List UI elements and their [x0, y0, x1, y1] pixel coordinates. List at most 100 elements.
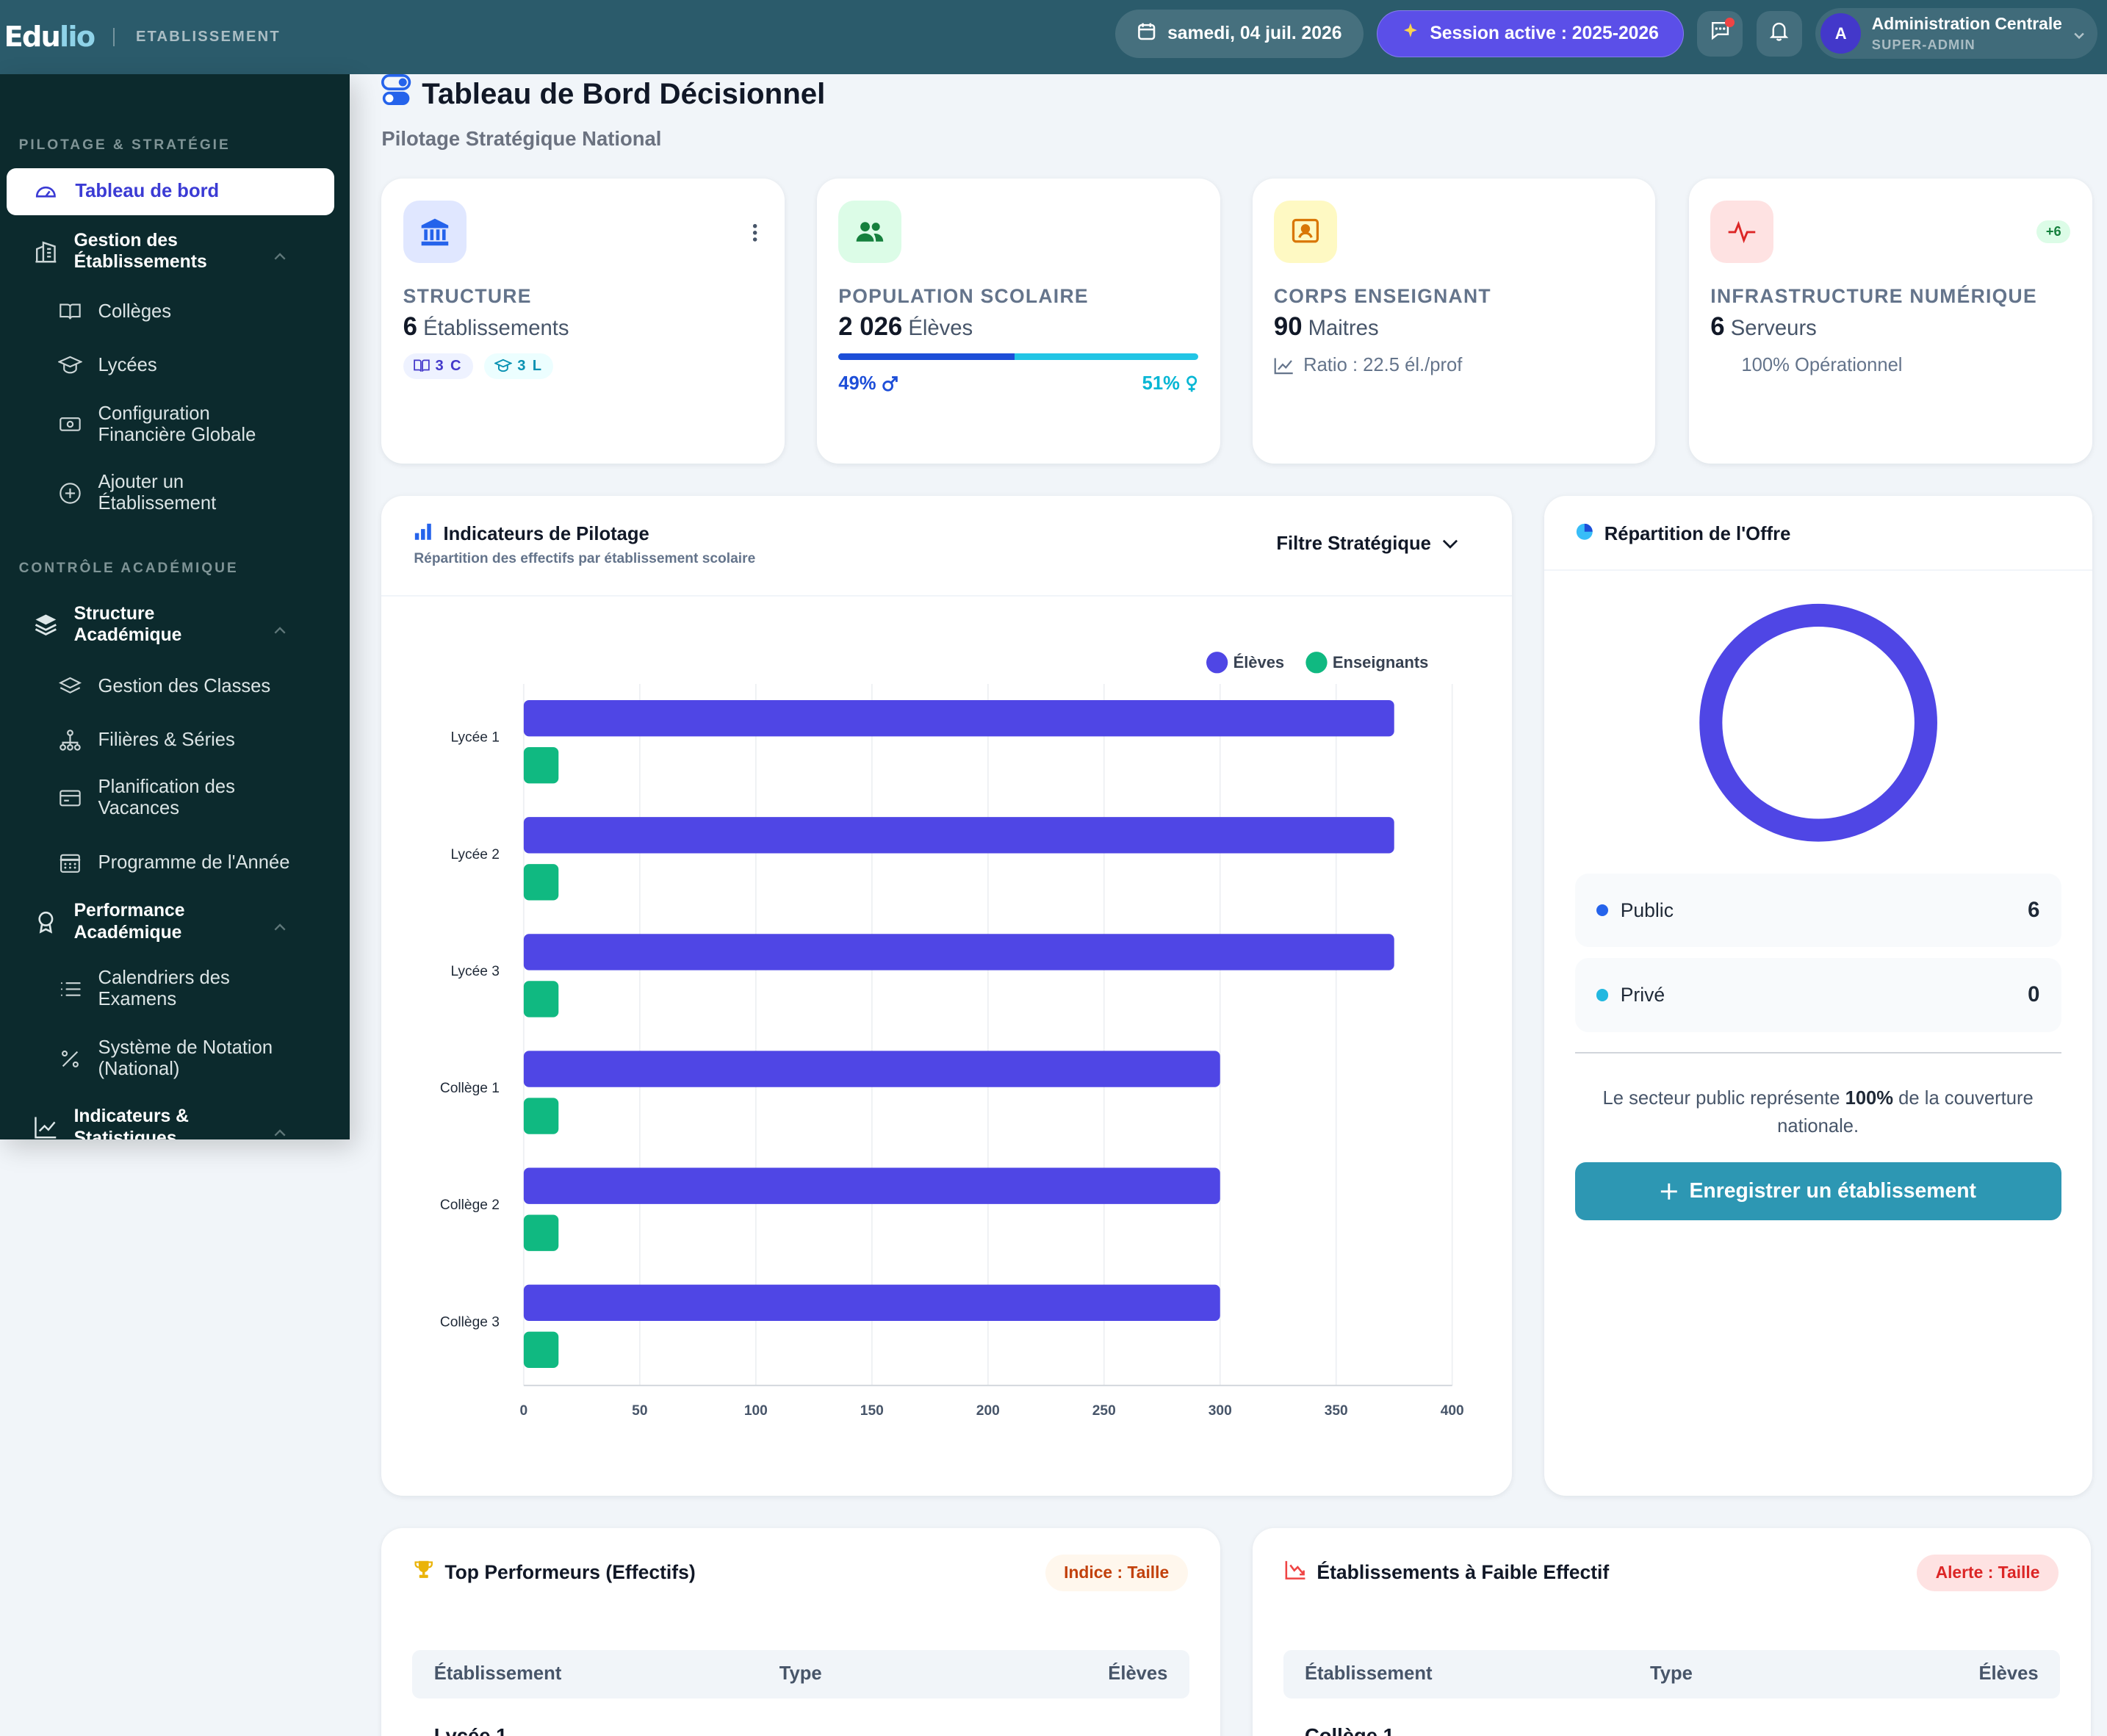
- stack-icon: [57, 673, 84, 700]
- table-header: Établissement Type Élèves: [1283, 1650, 2060, 1699]
- kpi-value: 6 Établissements: [403, 313, 569, 342]
- bar-eleves: [524, 699, 1395, 737]
- legend-value: 6: [2028, 898, 2040, 922]
- bar-enseignants: [524, 1214, 559, 1251]
- x-tick-label: 0: [520, 1403, 528, 1419]
- sidebar-group-indicators[interactable]: Indicateurs & Statistiques: [32, 1106, 295, 1139]
- divider: [1574, 1052, 2061, 1054]
- user-menu[interactable]: A Administration Centrale SUPER-ADMIN: [1815, 7, 2098, 60]
- divider: [381, 595, 1512, 597]
- divider: [1544, 569, 2092, 572]
- column-header[interactable]: Établissement: [433, 1663, 562, 1685]
- divider: [112, 27, 115, 47]
- calendar-grid-icon: [57, 849, 84, 876]
- date-display[interactable]: samedi, 04 juil. 2026: [1114, 9, 1364, 58]
- sidebar-item-finance-config[interactable]: Configuration Financière Globale: [57, 403, 325, 447]
- user-name: Administration Centrale: [1871, 14, 2062, 34]
- chevron-down-icon: [1442, 540, 1458, 550]
- current-date: samedi, 04 juil. 2026: [1167, 23, 1342, 43]
- table-row[interactable]: Lycée 1: [433, 1724, 508, 1736]
- strategic-filter-dropdown[interactable]: Filtre Stratégique: [1276, 533, 1458, 555]
- legend-row-public: Public 6: [1574, 873, 2061, 948]
- percent-icon: [57, 1045, 84, 1073]
- legend-label: Public: [1620, 898, 1674, 921]
- more-vertical-icon[interactable]: [752, 223, 757, 248]
- top-performers-title: Top Performeurs (Effectifs): [414, 1560, 696, 1585]
- bank-icon: [403, 200, 467, 264]
- offer-donut-chart: [1699, 604, 1937, 842]
- kpi-value: 2 026 Élèves: [838, 313, 973, 342]
- sidebar-item-lycees[interactable]: Lycées: [57, 352, 325, 379]
- sidebar-group-performance[interactable]: Performance Académique: [32, 900, 295, 943]
- chart-card-title: Indicateurs de Pilotage: [414, 522, 649, 547]
- bar-enseignants: [524, 746, 559, 784]
- bar-enseignants: [524, 1331, 559, 1368]
- sidebar-item-colleges[interactable]: Collèges: [57, 298, 325, 325]
- layers-icon: [32, 611, 60, 638]
- column-header[interactable]: Type: [779, 1663, 822, 1685]
- chart-line-icon: [1274, 358, 1293, 374]
- kpi-value: 6 Serveurs: [1710, 313, 1817, 342]
- notification-dot: [1725, 17, 1735, 27]
- sidebar-item-exam-calendars[interactable]: Calendriers des Examens: [57, 968, 325, 1011]
- sidebar-item-programme[interactable]: Programme de l'Année: [57, 849, 325, 876]
- size-index-badge: Indice : Taille: [1045, 1555, 1188, 1591]
- sidebar-item-classes[interactable]: Gestion des Classes: [57, 673, 325, 700]
- plus-icon: [1661, 1183, 1678, 1200]
- x-tick-label: 400: [1441, 1403, 1464, 1419]
- sidebar-group-establishments[interactable]: Gestion des Établissements: [32, 230, 295, 273]
- y-category-label: Collège 1: [440, 1081, 500, 1096]
- table-row[interactable]: Collège 1: [1304, 1724, 1394, 1736]
- gender-ratio-bar: [838, 353, 1199, 361]
- male-percent: 49%: [838, 373, 898, 395]
- legend-label: Privé: [1620, 983, 1665, 1006]
- y-category-label: Collège 2: [440, 1197, 500, 1213]
- offer-coverage-note: Le secteur public représente 100% de la …: [1602, 1087, 2034, 1137]
- chart-card-subtitle: Répartition des effectifs par établissem…: [414, 550, 756, 566]
- kpi-title: CORPS ENSEIGNANT: [1273, 284, 1491, 307]
- x-tick-label: 250: [1092, 1403, 1116, 1419]
- messages-button[interactable]: [1697, 10, 1743, 57]
- calendar-icon: [1137, 21, 1156, 46]
- x-tick-label: 150: [860, 1403, 884, 1419]
- column-header[interactable]: Élèves: [1978, 1663, 2039, 1685]
- award-icon: [32, 908, 60, 935]
- hierarchy-icon: [57, 727, 84, 754]
- offer-card-title: Répartition de l'Offre: [1575, 522, 1790, 547]
- sidebar-item-label: Filières & Séries: [98, 730, 235, 751]
- sidebar-item-grading[interactable]: Système de Notation (National): [57, 1037, 325, 1081]
- sidebar-item-filieres[interactable]: Filières & Séries: [57, 727, 325, 754]
- chevron-up-icon: [273, 916, 287, 937]
- toggle-icon: [381, 73, 411, 114]
- sidebar-item-add-establishment[interactable]: Ajouter un Établissement: [57, 472, 325, 515]
- legend-row-private: Privé 0: [1574, 958, 2061, 1032]
- male-share-fill: [838, 353, 1015, 361]
- bell-icon: [1768, 19, 1790, 48]
- wallet-icon: [57, 785, 84, 812]
- pilotage-chart-card: Indicateurs de Pilotage Répartition des …: [381, 495, 1512, 1496]
- trending-down-icon: [1285, 1560, 1306, 1585]
- column-header[interactable]: Élèves: [1108, 1663, 1168, 1685]
- bar-eleves: [524, 1167, 1221, 1204]
- column-header[interactable]: Type: [1650, 1663, 1693, 1685]
- sidebar-item-vacances[interactable]: Planification des Vacances: [57, 777, 325, 820]
- sidebar-item-label: Gestion des Classes: [98, 675, 271, 696]
- app-logo[interactable]: Edulio: [4, 20, 96, 54]
- infra-status: 100% Opérationnel: [1741, 354, 1903, 375]
- session-label: Session active : 2025-2026: [1430, 23, 1659, 43]
- notifications-button[interactable]: [1756, 10, 1802, 57]
- column-header[interactable]: Établissement: [1304, 1663, 1433, 1685]
- sidebar-group-academic-structure[interactable]: Structure Académique: [32, 603, 295, 647]
- sidebar-item-label: Planification des Vacances: [98, 777, 235, 819]
- register-establishment-button[interactable]: Enregistrer un établissement: [1574, 1162, 2061, 1220]
- sidebar-item-label: Calendriers des Examens: [98, 967, 230, 1010]
- graduation-cap-icon: [57, 352, 84, 379]
- session-button[interactable]: Session active : 2025-2026: [1377, 10, 1684, 57]
- page-subtitle: Pilotage Stratégique National: [381, 126, 662, 150]
- chevron-up-icon: [273, 1122, 287, 1139]
- pie-chart-icon: [1575, 522, 1594, 547]
- x-tick-label: 100: [744, 1403, 768, 1419]
- sidebar-item-dashboard[interactable]: Tableau de bord: [7, 168, 335, 215]
- banknote-icon: [57, 411, 84, 439]
- trending-up-icon: [32, 1114, 60, 1139]
